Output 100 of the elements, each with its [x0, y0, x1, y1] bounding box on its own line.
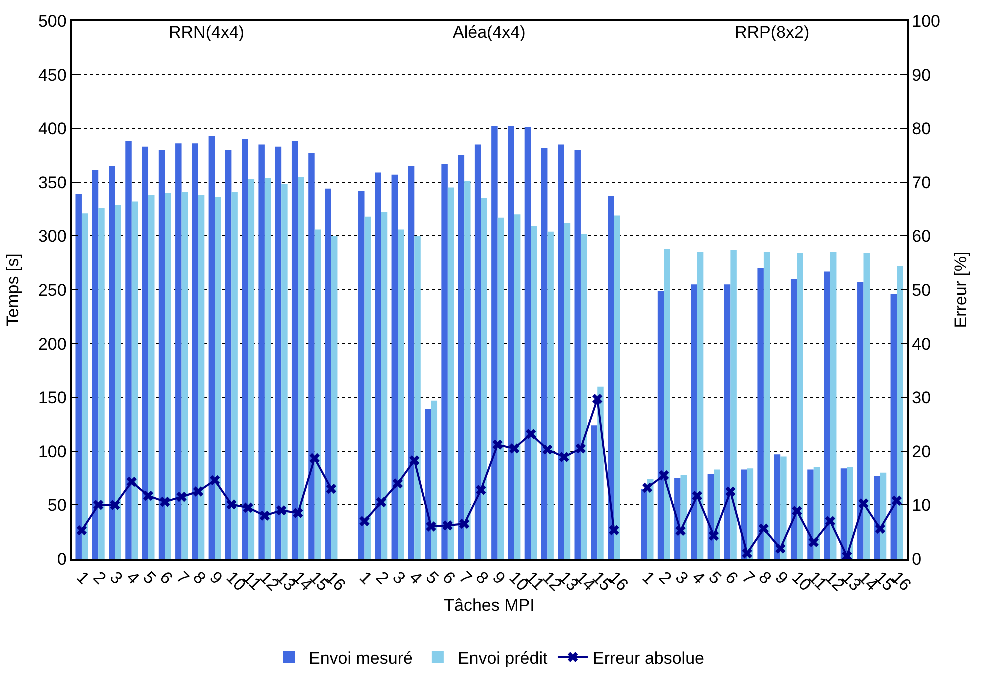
point: [676, 526, 686, 536]
point: [226, 500, 237, 510]
bar: [464, 181, 471, 559]
bar: [641, 489, 648, 559]
y2-tick-label: 60: [912, 227, 932, 246]
bar: [874, 476, 880, 559]
point: [775, 544, 786, 554]
point: [459, 518, 470, 530]
point: [276, 505, 287, 516]
bar: [115, 205, 122, 559]
bar: [314, 230, 322, 559]
bar: [292, 142, 298, 559]
bar: [126, 142, 132, 559]
bar: [890, 294, 898, 559]
bar: [331, 236, 338, 559]
bar: [225, 150, 232, 559]
bar: [474, 144, 482, 559]
bar: [448, 188, 454, 559]
bar: [82, 214, 88, 559]
point: [126, 476, 137, 488]
bar: [182, 192, 188, 559]
point: [576, 444, 586, 454]
bar: [242, 139, 248, 559]
point: [492, 440, 503, 450]
bar: [264, 178, 272, 559]
bar: [524, 128, 532, 559]
bar: [232, 192, 238, 559]
point: [892, 496, 902, 506]
bar: [797, 253, 804, 559]
bar: [165, 193, 172, 559]
point: [708, 530, 720, 541]
point: [742, 548, 752, 559]
bar: [308, 153, 315, 559]
point: [143, 490, 154, 502]
bar: [664, 249, 670, 559]
y2-tick-label: 80: [912, 120, 932, 139]
point: [376, 497, 386, 508]
point: [592, 394, 603, 404]
point: [160, 496, 170, 508]
bar: [897, 266, 904, 559]
bar: [275, 146, 282, 559]
bar: [192, 144, 198, 559]
point: [758, 524, 770, 534]
bar: [408, 166, 415, 559]
point: [692, 490, 703, 502]
bar: [830, 252, 837, 559]
point: [526, 429, 536, 440]
point: [476, 485, 486, 496]
y-tick-label: 400: [38, 120, 67, 139]
bar: [198, 195, 205, 559]
point: [726, 486, 736, 497]
bar: [481, 198, 488, 559]
bar: [724, 284, 731, 559]
legend-label: Envoi mesuré: [309, 648, 413, 668]
point: [76, 525, 88, 536]
bar: [208, 136, 216, 559]
point: [193, 486, 204, 497]
bar: [414, 236, 421, 559]
bar: [132, 202, 138, 559]
y-tick-label: 100: [38, 442, 67, 462]
bar: [258, 144, 265, 559]
point: [243, 502, 254, 513]
point: [825, 516, 836, 526]
bar: [442, 164, 448, 559]
bar: [780, 456, 787, 559]
bar: [574, 150, 581, 559]
y-tick-label: 350: [38, 173, 67, 192]
bar: [498, 218, 504, 559]
bar: [425, 409, 432, 559]
y2-tick-label: 10: [912, 496, 932, 516]
legend-label: Envoi prédit: [458, 648, 548, 668]
bar: [608, 196, 614, 559]
bar: [176, 144, 182, 559]
bar: [364, 216, 371, 559]
y-tick-label: 450: [38, 66, 67, 85]
point: [210, 475, 220, 486]
bar: [730, 250, 737, 559]
bar: [298, 177, 304, 559]
bar: [381, 212, 388, 559]
bar: [431, 400, 438, 559]
bar: [92, 170, 99, 559]
y2-axis-title: Erreur [%]: [951, 252, 970, 328]
bar: [548, 232, 554, 559]
bar: [691, 284, 698, 559]
y2-tick-label: 100: [912, 12, 941, 31]
bar: [142, 146, 149, 559]
bar: [808, 470, 814, 559]
y2-tick-label: 50: [912, 280, 932, 300]
bar: [658, 291, 664, 559]
y-tick-label: 200: [38, 334, 67, 354]
point: [542, 444, 553, 455]
point: [293, 508, 304, 518]
bar: [824, 272, 830, 559]
bar: [764, 252, 770, 559]
bar: [282, 184, 288, 559]
point: [642, 482, 653, 494]
y-tick-label: 250: [38, 280, 67, 300]
point: [609, 525, 620, 536]
legend-label: Erreur absolue: [592, 648, 705, 668]
bar: [614, 216, 620, 559]
